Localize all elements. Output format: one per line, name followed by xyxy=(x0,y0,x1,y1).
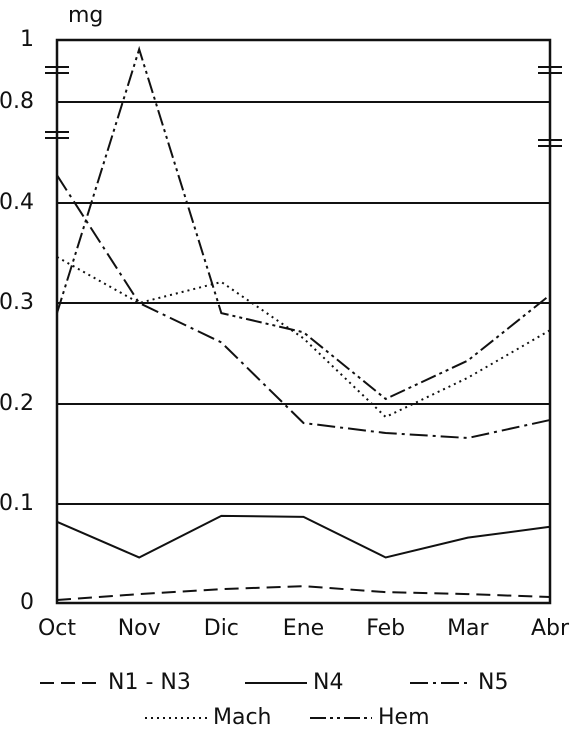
x-tick-label: Feb xyxy=(366,616,405,641)
y-tick-label: 0 xyxy=(20,590,34,615)
axis-breaks xyxy=(45,66,562,147)
plot-frame xyxy=(55,38,552,605)
y-tick-label: 0.8 xyxy=(0,89,34,114)
legend-label: Mach xyxy=(213,705,272,730)
legend-label: N1 - N3 xyxy=(108,670,191,695)
y-axis-label: mg xyxy=(68,3,103,28)
series-line xyxy=(56,174,551,440)
series-line xyxy=(56,45,551,401)
x-tick-label: Dic xyxy=(204,616,239,641)
y-tick-label: 0.4 xyxy=(0,190,34,215)
y-tick-label: 0.3 xyxy=(0,290,34,315)
x-tick-label: Ene xyxy=(283,616,324,641)
x-tick-label: Oct xyxy=(38,616,76,641)
series-line xyxy=(56,256,551,419)
y-tick-label: 0.2 xyxy=(0,391,34,416)
x-tick-label: Nov xyxy=(118,616,161,641)
y-tick-label: 0.1 xyxy=(0,491,34,516)
legend-label: N4 xyxy=(313,670,343,695)
legend-label: N5 xyxy=(478,670,508,695)
series-line xyxy=(56,585,551,602)
x-tick-label: Mar xyxy=(447,616,489,641)
x-tick-label: Abr xyxy=(531,616,570,641)
legend-label: Hem xyxy=(378,705,430,730)
y-tick-label: 1 xyxy=(20,27,34,52)
series-line xyxy=(56,514,551,559)
